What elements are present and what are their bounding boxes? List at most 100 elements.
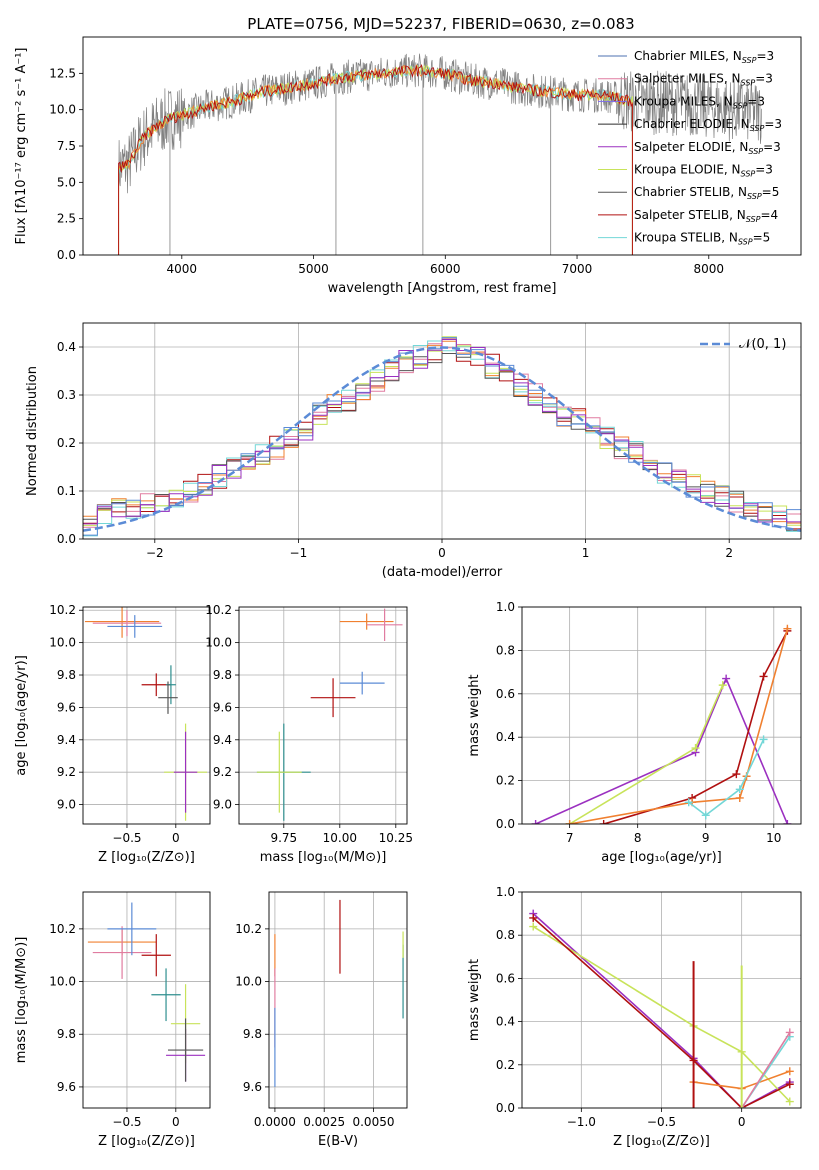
- point-marker: [722, 674, 731, 683]
- y-tick-label: 9.6: [213, 700, 232, 714]
- x-axis-label: Z [log₁₀(Z/Z⊙)]: [98, 850, 195, 865]
- y-tick-label: 12.5: [49, 66, 76, 80]
- y-axis-label: mass weight: [467, 959, 482, 1041]
- y-tick-label: 10.0: [205, 636, 232, 650]
- panel-age-vs-mass: 9.75 10.00 10.25 9.0 9.2 9.4 9.6 9.8 10.0 10.2 mas…: [205, 603, 413, 865]
- legend-label: Chabrier STELIB, NSSP=5: [634, 185, 779, 201]
- legend-label: Kroupa MILES, NSSP=3: [634, 94, 765, 110]
- plot-area: [87, 902, 206, 1082]
- panel-spectrum: 4000 5000 6000 7000 8000 0.0 2.5 5.0 7.5 10.0 12.5…: [14, 36, 802, 296]
- y-tick-label: 9.6: [57, 1080, 76, 1094]
- y-tick-label: 0.4: [496, 730, 515, 744]
- y-tick-label: 0.4: [57, 340, 76, 354]
- y-tick-label: 9.2: [57, 765, 76, 779]
- axes-frame: [521, 606, 802, 825]
- legend-label: 𝒩(0, 1): [739, 337, 786, 352]
- y-tick-label: 9.6: [243, 1080, 262, 1094]
- y-tick-label: 0.4: [496, 1015, 515, 1029]
- series-line: [532, 917, 791, 1108]
- y-tick-label: 10.0: [49, 103, 76, 117]
- series-line: [535, 676, 789, 824]
- legend-subscript: SSP: [750, 124, 765, 133]
- y-tick-label: 9.4: [213, 733, 232, 747]
- x-axis-label: Z [log₁₀(Z/Z⊙)]: [98, 1134, 195, 1149]
- y-tick-label: 0.8: [496, 643, 515, 657]
- x-tick-label: −2: [146, 546, 164, 560]
- y-tick-label: 10.2: [49, 922, 76, 936]
- legend-value: =5: [762, 185, 780, 199]
- axes-frame: [82, 606, 211, 825]
- point-marker: [691, 744, 700, 753]
- x-axis-label: age [log₁₀(age/yr)]: [601, 850, 722, 865]
- panel-mass-vs-extinction: 0.0000 0.0025 0.0050 9.6 9.8 10.0 10.2 E(B-V): [235, 891, 408, 1149]
- x-axis-label: (data-model)/error: [382, 565, 503, 580]
- x-tick-label: 4000: [167, 262, 198, 276]
- data-spectrum-line: [118, 53, 762, 201]
- y-tick-label: 9.4: [57, 733, 76, 747]
- axes-frame: [521, 891, 802, 1109]
- x-tick-label: −1.0: [567, 1115, 596, 1129]
- y-axis-label: Normed distribution: [25, 366, 40, 496]
- panel-mass-weight-vs-metallicity: −1.0 −0.5 0 0.0 0.2 0.4 0.6 0.8 1.0 Z [log₁₀(Z/Z⊙…: [467, 885, 802, 1149]
- plot-area: [83, 336, 801, 537]
- x-tick-label: 10.25: [379, 831, 413, 845]
- x-axis-label: mass [log₁₀(M/M⊙)]: [260, 850, 387, 865]
- axes-frame: [82, 322, 802, 540]
- x-tick-label: 7000: [562, 262, 593, 276]
- x-tick-label: 7: [566, 831, 574, 845]
- legend: 𝒩(0, 1): [700, 337, 786, 352]
- x-tick-label: 2: [725, 546, 733, 560]
- y-tick-label: 9.8: [57, 668, 76, 682]
- y-tick-label: 0.8: [496, 928, 515, 942]
- point-marker: [599, 820, 608, 824]
- panel-mass-vs-metallicity: −0.5 0 9.6 9.8 10.0 10.2 Z [log₁₀(Z/Z⊙)] mass […: [14, 891, 211, 1149]
- y-tick-label: 1.0: [496, 885, 515, 899]
- point-marker: [759, 672, 768, 681]
- legend-value: =3: [755, 72, 773, 86]
- point-marker: [785, 1080, 794, 1089]
- legend-label: Salpeter STELIB, NSSP=4: [634, 208, 778, 224]
- legend-subscript: SSP: [733, 101, 748, 110]
- y-tick-label: 9.6: [57, 700, 76, 714]
- x-tick-label: 10: [766, 831, 781, 845]
- legend-label: Salpeter ELODIE, NSSP=3: [634, 140, 781, 156]
- x-tick-label: 0.0050: [352, 1115, 394, 1129]
- y-tick-label: 0.0: [496, 817, 515, 831]
- axes-frame: [238, 606, 408, 825]
- y-tick-label: 0.1: [57, 484, 76, 498]
- legend-label: Kroupa STELIB, NSSP=5: [634, 231, 770, 247]
- point-marker: [759, 735, 768, 744]
- y-tick-label: 7.5: [57, 139, 76, 153]
- series-line: [741, 1031, 791, 1108]
- axes-frame: [82, 891, 211, 1109]
- y-tick-label: 0.2: [57, 436, 76, 450]
- legend-value: =3: [755, 163, 773, 177]
- series-line: [569, 684, 724, 824]
- legend-subscript: SSP: [738, 238, 753, 247]
- x-tick-label: 0.0025: [303, 1115, 345, 1129]
- y-tick-label: 9.2: [213, 765, 232, 779]
- x-tick-label: 0: [738, 1115, 746, 1129]
- legend-value: =3: [763, 140, 781, 154]
- legend-value: =4: [760, 208, 778, 222]
- point-marker: [565, 820, 574, 824]
- plot-area: [531, 624, 792, 824]
- point-marker: [735, 785, 744, 794]
- x-tick-label: 1: [582, 546, 590, 560]
- legend-value: =3: [764, 117, 782, 131]
- histogram-step: [83, 339, 801, 525]
- y-tick-label: 0.0: [57, 532, 76, 546]
- point-marker: [785, 1097, 794, 1106]
- y-tick-label: 10.0: [235, 975, 262, 989]
- point-marker: [529, 922, 538, 931]
- y-axis-label: age [log₁₀(age/yr)]: [14, 655, 29, 776]
- x-tick-label: 6000: [430, 262, 461, 276]
- y-tick-label: 10.2: [205, 603, 232, 617]
- x-axis-label: E(B-V): [318, 1134, 358, 1149]
- point-marker: [529, 913, 538, 922]
- y-tick-label: 0.6: [496, 971, 515, 985]
- x-tick-label: 5000: [298, 262, 329, 276]
- x-tick-label: 8: [634, 831, 642, 845]
- x-tick-label: −1: [290, 546, 308, 560]
